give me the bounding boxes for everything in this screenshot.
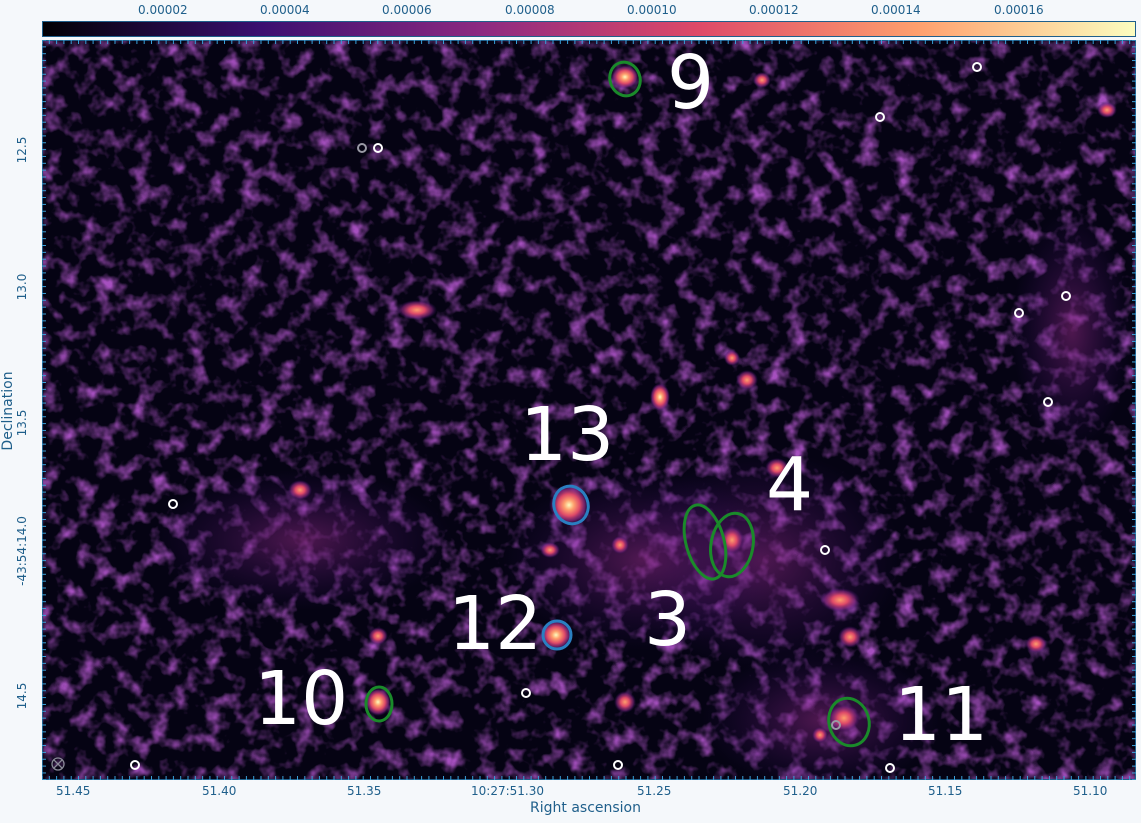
- source: [549, 485, 589, 525]
- marker: [373, 143, 383, 153]
- x-tick: 51.20: [783, 784, 818, 798]
- colorbar-tick: 0.00004: [260, 3, 310, 17]
- source: [1097, 102, 1117, 118]
- y-tick: 14.5: [15, 682, 29, 710]
- green-contour: [827, 696, 871, 748]
- source: [736, 370, 758, 390]
- blue-contour: [552, 484, 590, 526]
- catalog-markers: [130, 62, 1071, 773]
- colorbar-tick: 0.00006: [382, 3, 432, 17]
- diffuse-blob: [702, 650, 942, 780]
- source-label: 12: [448, 581, 542, 667]
- colorbar-tick: 0.00014: [871, 3, 921, 17]
- marker: [1043, 397, 1053, 407]
- source-label: 4: [766, 442, 813, 528]
- source: [650, 383, 670, 411]
- diffuse-blob: [152, 470, 452, 610]
- marker: [613, 760, 623, 770]
- source: [614, 691, 636, 713]
- green-contour: [364, 685, 394, 723]
- source-label: 9: [667, 40, 714, 126]
- source: [611, 536, 629, 554]
- colorbar-tick: 0.00012: [749, 3, 799, 17]
- colorbar-tick: 0.00016: [994, 3, 1044, 17]
- x-axis-title: Right ascension: [530, 800, 641, 816]
- y-tick: 12.5: [15, 136, 29, 164]
- x-tick: 51.10: [1073, 784, 1108, 798]
- source: [368, 627, 388, 645]
- green-contour: [608, 60, 642, 98]
- radio-image-plot: 9 13 4 12 3 10 11: [42, 40, 1136, 780]
- colorbar: [42, 21, 1136, 37]
- source: [1025, 635, 1047, 653]
- x-tick: 51.35: [347, 784, 382, 798]
- y-axis-title: Declination: [0, 371, 16, 451]
- blue-contour: [541, 619, 573, 651]
- colorbar-tick: 0.00002: [138, 3, 188, 17]
- y-tick: -43:54:14.0: [15, 516, 29, 586]
- colorbar-tick: 0.00010: [627, 3, 677, 17]
- marker: [1061, 291, 1071, 301]
- beam-icon: [51, 757, 65, 771]
- bright-sources: [288, 65, 1117, 743]
- image-noise: [42, 40, 1136, 780]
- marker: [1014, 308, 1024, 318]
- marker: [168, 499, 178, 509]
- diffuse-blob: [1012, 210, 1132, 450]
- marker: [831, 720, 841, 730]
- source: [838, 626, 862, 648]
- source-label: 13: [520, 392, 614, 478]
- colorbar-tick: 0.00008: [505, 3, 555, 17]
- source-contours: [364, 60, 871, 748]
- source-label: 3: [644, 577, 691, 663]
- source: [397, 300, 437, 320]
- marker: [820, 545, 830, 555]
- source: [365, 688, 391, 716]
- frame-ticks: [42, 40, 1136, 780]
- source-label: 10: [254, 656, 348, 742]
- marker: [130, 760, 140, 770]
- x-tick: 51.45: [56, 784, 91, 798]
- source: [724, 350, 740, 366]
- green-contour: [682, 503, 728, 581]
- source: [812, 727, 828, 743]
- source: [611, 65, 639, 89]
- marker: [972, 62, 982, 72]
- source: [820, 588, 860, 612]
- green-contour: [709, 511, 755, 579]
- y-tick: 13.5: [15, 409, 29, 437]
- x-tick: 51.25: [637, 784, 672, 798]
- source-label: 11: [894, 672, 988, 758]
- source: [828, 704, 860, 732]
- source: [765, 458, 789, 478]
- x-tick: 51.40: [202, 784, 237, 798]
- marker: [875, 112, 885, 122]
- x-tick: 51.15: [928, 784, 963, 798]
- marker: [885, 763, 895, 773]
- source-labels: 9 13 4 12 3 10 11: [254, 40, 988, 758]
- marker: [357, 143, 367, 153]
- x-tick: 10:27:51.30: [471, 784, 544, 798]
- source: [753, 72, 771, 88]
- y-tick: 13.0: [15, 273, 29, 301]
- source: [540, 542, 560, 558]
- source: [540, 620, 572, 650]
- source: [288, 480, 312, 500]
- marker: [521, 688, 531, 698]
